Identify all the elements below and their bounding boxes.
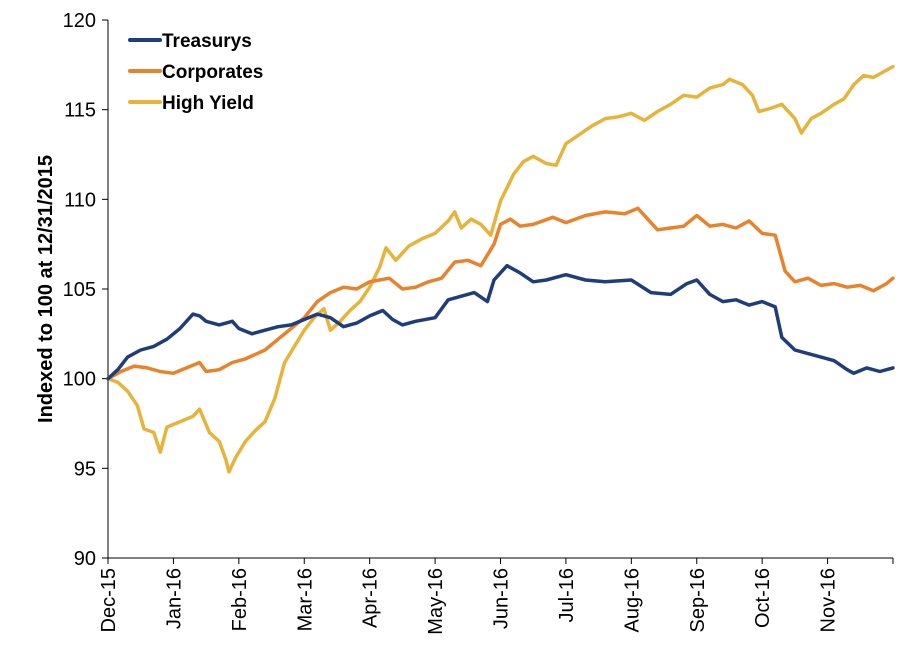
x-tick-label: Mar-16 [294,568,316,631]
x-tick-label: Sep-16 [687,568,709,633]
y-tick-label: 120 [63,10,96,32]
plot-area: 90 95 100 105 110 115 120 Dec-15 Jan-16 Feb-16 Mar… [63,10,895,635]
y-tick-label: 105 [63,279,96,301]
x-tick-label: Feb-16 [229,568,251,631]
legend: Treasurys Corporates High Yield [128,31,263,114]
x-tick-label: Jul-16 [556,568,578,622]
series-line-treasurys [106,263,895,381]
y-tick-label: 115 [64,100,96,122]
x-tick-label: Aug-16 [621,568,643,633]
y-tick-label: 100 [63,369,96,391]
y-axis-title: Indexed to 100 at 12/31/2015 [35,155,57,423]
x-tick-label: Jun-16 [491,568,513,629]
x-tick-label: Oct-16 [752,568,774,628]
legend-label-high-yield: High Yield [162,93,254,114]
x-tick-label: Jan-16 [163,568,185,629]
x-tick-label: Apr-16 [360,568,382,628]
x-tick-label: May-16 [425,568,447,635]
x-tick-label: Dec-15 [98,568,120,632]
y-tick-label: 95 [74,458,96,480]
series-line-corporates [106,206,895,381]
legend-label-corporates: Corporates [162,62,263,83]
y-tick-label: 90 [74,548,96,570]
legend-label-treasurys: Treasurys [162,31,252,52]
y-tick-label: 110 [64,189,96,211]
x-tick-label: Nov-16 [818,568,840,632]
series-line-high-yield [106,64,895,474]
